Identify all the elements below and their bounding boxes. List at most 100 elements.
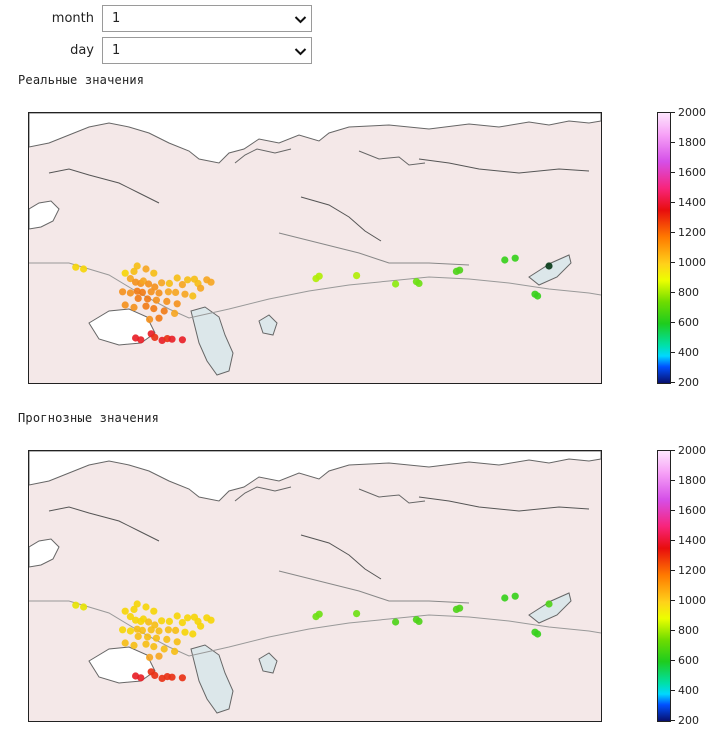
station-point bbox=[392, 618, 400, 626]
colorbar-tick-label: 1000 bbox=[671, 595, 706, 606]
station-point bbox=[155, 652, 163, 660]
coastline bbox=[358, 488, 426, 504]
coastline bbox=[418, 158, 590, 174]
coastline bbox=[29, 451, 601, 502]
colorbar-tick-label: 1000 bbox=[671, 257, 706, 268]
colorbar-tick-label: 2000 bbox=[671, 445, 706, 456]
colorbar-tick-label: 800 bbox=[671, 287, 699, 298]
station-point bbox=[155, 314, 163, 322]
station-point bbox=[150, 305, 158, 313]
station-point bbox=[165, 617, 173, 625]
station-point bbox=[142, 265, 150, 273]
coastline bbox=[258, 314, 278, 336]
station-point bbox=[415, 279, 423, 287]
station-point bbox=[72, 601, 80, 609]
station-point bbox=[139, 277, 147, 285]
map-forecast bbox=[28, 450, 602, 722]
station-point bbox=[134, 294, 142, 302]
station-point bbox=[189, 292, 197, 300]
station-point bbox=[155, 627, 163, 635]
station-point bbox=[164, 288, 172, 296]
chevron-down-icon bbox=[294, 16, 307, 24]
day-label: day bbox=[70, 43, 94, 58]
station-point bbox=[315, 272, 323, 280]
station-point bbox=[534, 292, 542, 300]
station-point bbox=[152, 634, 160, 642]
station-point bbox=[145, 280, 153, 288]
coastline bbox=[278, 570, 470, 604]
station-point bbox=[165, 279, 173, 287]
station-point bbox=[203, 276, 211, 284]
station-point bbox=[130, 303, 138, 311]
station-point bbox=[142, 603, 150, 611]
station-point bbox=[146, 315, 154, 323]
month-label: month bbox=[51, 11, 94, 26]
coastline bbox=[48, 506, 160, 542]
station-point bbox=[173, 300, 181, 308]
station-point bbox=[353, 272, 361, 280]
station-point bbox=[173, 612, 181, 620]
station-point bbox=[150, 269, 158, 277]
colorbar-tick-label: 1800 bbox=[671, 137, 706, 148]
station-point bbox=[80, 603, 88, 611]
station-point bbox=[171, 647, 179, 655]
station-point bbox=[137, 336, 145, 344]
station-point bbox=[130, 641, 138, 649]
station-point bbox=[133, 600, 141, 608]
colorbar-tick-label: 1400 bbox=[671, 197, 706, 208]
station-point bbox=[534, 630, 542, 638]
station-point bbox=[456, 604, 464, 612]
coastline bbox=[29, 538, 60, 568]
station-point bbox=[163, 297, 171, 305]
map-actual bbox=[28, 112, 602, 384]
station-point bbox=[545, 262, 553, 270]
station-point bbox=[315, 610, 323, 618]
coastline bbox=[258, 652, 278, 674]
colorbar bbox=[657, 112, 671, 384]
coastline bbox=[528, 254, 572, 286]
station-point bbox=[172, 626, 180, 634]
station-point bbox=[178, 281, 186, 289]
station-point bbox=[158, 617, 166, 625]
station-point bbox=[172, 288, 180, 296]
colorbar-tick-label: 1600 bbox=[671, 505, 706, 516]
coastline bbox=[358, 150, 426, 166]
station-point bbox=[511, 592, 519, 600]
coastline bbox=[190, 644, 234, 714]
station-point bbox=[146, 653, 154, 661]
coastline bbox=[528, 592, 572, 624]
station-point bbox=[130, 605, 138, 613]
station-point bbox=[197, 284, 205, 292]
station-point bbox=[137, 674, 145, 682]
colorbar-tick-label: 200 bbox=[671, 715, 699, 726]
station-point bbox=[121, 269, 129, 277]
station-point bbox=[197, 622, 205, 630]
station-point bbox=[121, 607, 129, 615]
colorbar bbox=[657, 450, 671, 722]
station-point bbox=[126, 627, 134, 635]
station-point bbox=[168, 335, 176, 343]
colorbar-tick-label: 800 bbox=[671, 625, 699, 636]
colorbar-tick-label: 600 bbox=[671, 317, 699, 328]
station-point bbox=[501, 256, 509, 264]
colorbar-tick-label: 400 bbox=[671, 685, 699, 696]
coastline bbox=[29, 262, 601, 319]
day-select[interactable]: 1 bbox=[102, 37, 312, 64]
colorbar-tick-label: 400 bbox=[671, 347, 699, 358]
station-point bbox=[151, 671, 159, 679]
station-point bbox=[138, 288, 146, 296]
coastline bbox=[48, 168, 160, 204]
month-select[interactable]: 1 bbox=[102, 5, 312, 32]
station-point bbox=[151, 333, 159, 341]
station-point bbox=[72, 263, 80, 271]
coastline bbox=[300, 534, 382, 580]
station-point bbox=[511, 254, 519, 262]
station-point bbox=[392, 280, 400, 288]
station-point bbox=[501, 594, 509, 602]
station-point bbox=[189, 630, 197, 638]
coastline bbox=[300, 196, 382, 242]
coastline bbox=[234, 148, 292, 164]
coastline bbox=[29, 600, 601, 657]
station-point bbox=[163, 635, 171, 643]
station-point bbox=[152, 296, 160, 304]
